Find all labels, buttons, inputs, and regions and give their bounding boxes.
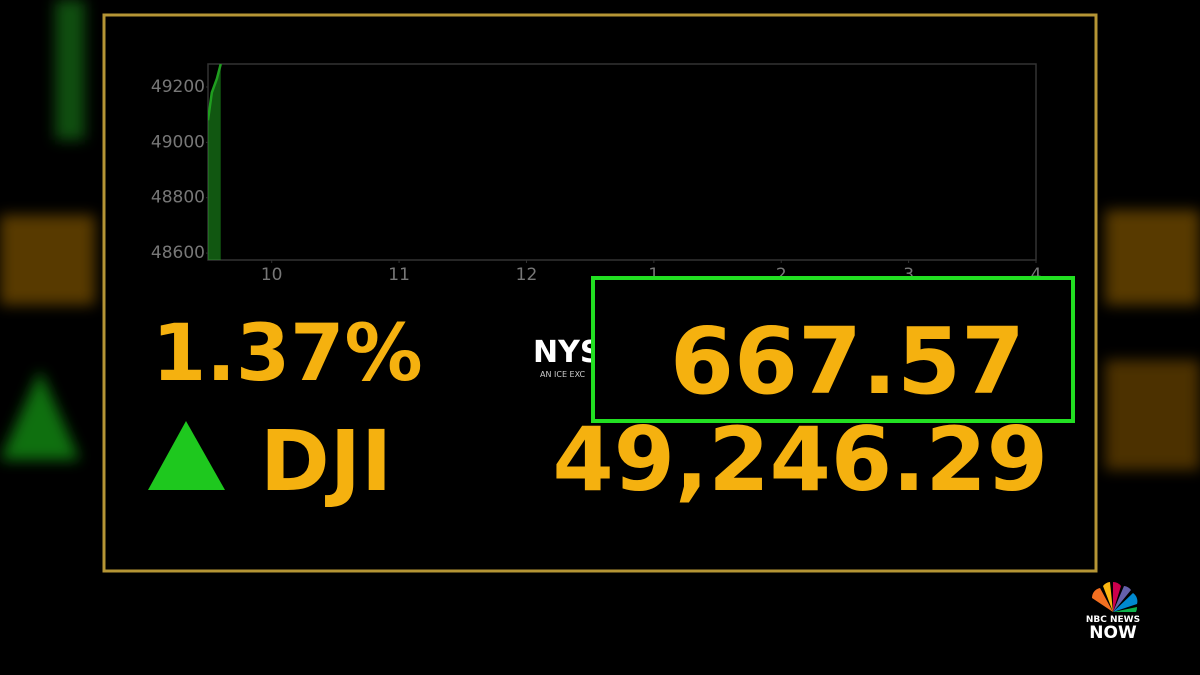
points-box bbox=[591, 276, 1075, 423]
brand-line1: NBC NEWS bbox=[1086, 615, 1140, 625]
x-tick-label: 12 bbox=[516, 265, 538, 285]
area-fill bbox=[208, 64, 221, 260]
x-tick-label: 1 bbox=[648, 265, 659, 285]
exchange-tagline: AN ICE EXC bbox=[540, 370, 585, 379]
x-tick-label: 10 bbox=[261, 265, 283, 285]
x-tick-label: 4 bbox=[1031, 265, 1042, 285]
symbol: DJI bbox=[260, 412, 392, 510]
x-tick-label: 11 bbox=[388, 265, 410, 285]
points-change: 667.57 bbox=[670, 308, 1025, 415]
y-tick-label: 48600 bbox=[151, 243, 205, 263]
blurred-background bbox=[0, 0, 1200, 470]
nbc-logo: NBC NEWS NOW bbox=[1086, 582, 1140, 643]
y-tick-label: 49000 bbox=[151, 132, 205, 152]
up-arrow bbox=[148, 421, 225, 490]
x-tick-label: 3 bbox=[903, 265, 914, 285]
percent-change: 1.37% bbox=[152, 309, 423, 399]
x-tick-label: 2 bbox=[776, 265, 787, 285]
y-tick-label: 48800 bbox=[151, 188, 205, 208]
line bbox=[208, 64, 222, 121]
brand-line2: NOW bbox=[1089, 623, 1137, 643]
chart bbox=[208, 64, 222, 260]
plot-area bbox=[207, 63, 1037, 261]
index-value: 49,246.29 bbox=[553, 408, 1048, 511]
y-tick-label: 49200 bbox=[151, 77, 205, 97]
exchange-logo: NYS bbox=[533, 335, 601, 370]
